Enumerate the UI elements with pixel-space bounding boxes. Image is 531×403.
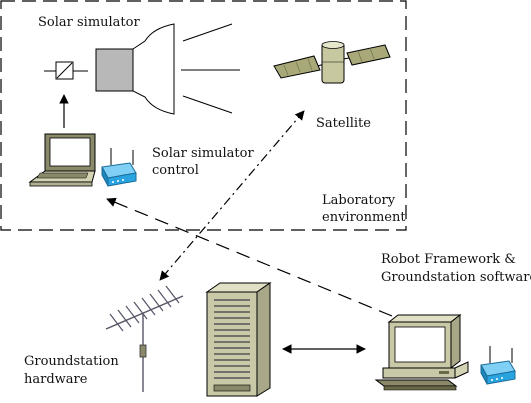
laboratory-environment-label: Laboratory [322,193,396,208]
groundstation-hardware-label: Groundstation [24,354,119,369]
robot-framework-label-line2: Groundstation software [381,270,531,285]
switch-icon [44,61,88,80]
robot-framework-label: Robot Framework & [381,252,516,267]
satellite-label: Satellite [316,116,371,131]
yagi-antenna-icon [105,285,184,392]
solar-simulator-control-label-line2: control [152,163,199,178]
desktop-computer-icon [374,313,469,391]
groundstation-hardware-label-line2: hardware [24,372,88,387]
solar-simulator-label: Solar simulator [38,15,140,30]
laboratory-environment-label-line2: environment [322,210,406,225]
laboratory-boundary [0,0,407,231]
wireless-router-icon [101,148,137,187]
solar-lamp-icon [95,23,175,115]
light-rays [181,23,240,114]
radio-link-arrow [159,110,305,281]
solar-simulator-control-label: Solar simulator [152,146,254,161]
server-tower-icon [205,282,272,397]
network-link-arrow [106,197,393,317]
satellite-icon [273,41,391,84]
wireless-router-icon [480,346,516,385]
laptop-icon [28,133,96,187]
